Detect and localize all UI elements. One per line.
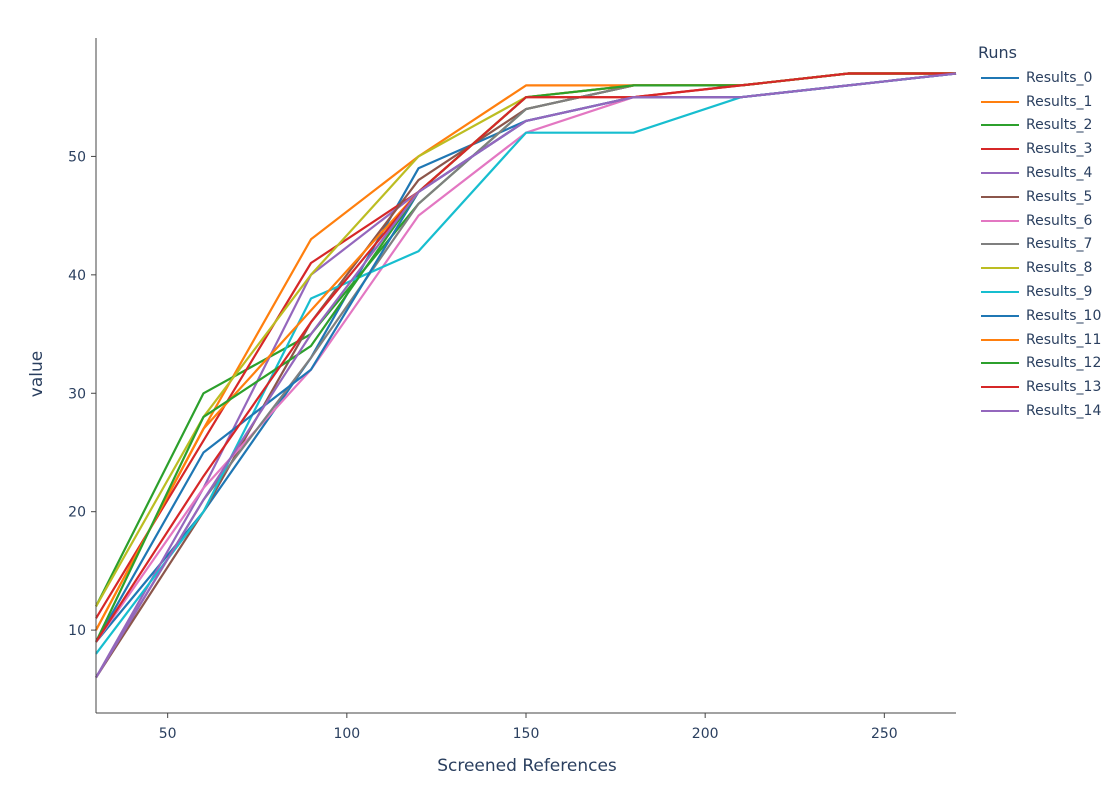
legend-label: Results_1 [1026,93,1093,110]
legend-label: Results_5 [1026,188,1093,205]
legend-item[interactable]: Results_7 [972,233,1117,257]
x-tick-label: 150 [513,726,540,742]
legend-swatch [981,386,1019,389]
series-line-results-5 [95,72,956,679]
x-tick-label: 50 [159,726,177,742]
legend-item[interactable]: Results_13 [972,375,1117,399]
legend-item[interactable]: Results_6 [972,209,1117,233]
series-line-results-6 [95,72,957,643]
legend-swatch [981,362,1019,365]
y-axis-label: value [27,351,47,397]
legend-item[interactable]: Results_5 [972,185,1117,209]
legend-item[interactable]: Results_2 [972,114,1117,138]
legend-label: Results_2 [1026,117,1093,134]
legend-swatch [981,195,1019,198]
x-tick-label: 200 [692,726,719,742]
legend-swatch [981,338,1019,341]
series-line-results-1 [95,72,956,631]
legend-item[interactable]: Results_11 [972,328,1117,352]
legend-swatch [981,243,1019,246]
legend-label: Results_11 [1026,331,1102,348]
series-line-results-7 [95,72,956,679]
x-tick-label: 100 [333,726,360,742]
legend: Runs Results_0 Results_1 Results_2 Results_… [972,40,1117,423]
legend-item[interactable]: Results_14 [972,399,1117,423]
series-line-results-11 [95,72,956,631]
legend-label: Results_0 [1026,69,1093,86]
y-tick-label: 10 [68,623,86,639]
y-tick-label: 20 [68,505,86,521]
x-axis-label: Screened References [437,756,617,776]
legend-swatch [981,267,1019,270]
series-line-results-14 [95,72,957,679]
legend-label: Results_14 [1026,403,1102,420]
y-tick-label: 30 [68,386,86,402]
legend-swatch [981,124,1019,127]
legend-item[interactable]: Results_0 [972,66,1117,90]
legend-item[interactable]: Results_8 [972,256,1117,280]
series-line-results-12 [95,72,956,643]
legend-swatch [981,76,1019,79]
legend-item[interactable]: Results_9 [972,280,1117,304]
legend-item[interactable]: Results_4 [972,161,1117,185]
legend-item[interactable]: Results_12 [972,352,1117,376]
legend-swatch [981,291,1019,294]
legend-swatch [981,314,1019,317]
legend-item[interactable]: Results_1 [972,90,1117,114]
legend-item[interactable]: Results_10 [972,304,1117,328]
series-line-results-8 [95,72,956,607]
y-tick-label: 50 [68,149,86,165]
legend-label: Results_4 [1026,165,1093,182]
legend-swatch [981,410,1019,413]
legend-label: Results_3 [1026,141,1093,158]
series-line-results-2 [95,72,956,607]
x-tick-label: 250 [871,726,898,742]
legend-items: Results_0 Results_1 Results_2 Results_3 Resu… [972,66,1117,423]
series-line-results-13 [95,72,956,643]
legend-label: Results_13 [1026,379,1102,396]
legend-label: Results_8 [1026,260,1093,277]
legend-swatch [981,148,1019,151]
legend-label: Results_7 [1026,236,1093,253]
legend-label: Results_10 [1026,307,1102,324]
legend-label: Results_12 [1026,355,1102,372]
y-tick-label: 40 [68,268,86,284]
series-line-results-0 [95,72,957,643]
plot-lines [95,72,957,679]
legend-label: Results_9 [1026,284,1093,301]
legend-title: Runs [978,43,1018,62]
legend-item[interactable]: Results_3 [972,137,1117,161]
series-line-results-10 [95,72,957,643]
legend-swatch [981,172,1019,175]
legend-swatch [981,219,1019,222]
series-line-results-9 [95,72,957,655]
series-line-results-3 [95,72,956,619]
legend-swatch [981,100,1019,103]
axes: 50 100 150 200 250 10 20 30 40 50 [68,38,956,742]
legend-label: Results_6 [1026,212,1093,229]
series-line-results-4 [95,72,957,679]
